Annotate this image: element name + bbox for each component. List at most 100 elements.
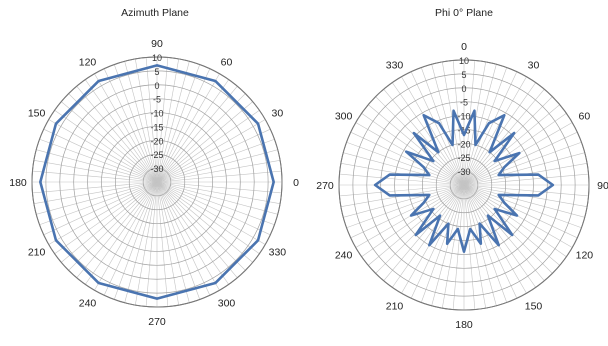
azimuth-spoke bbox=[156, 73, 220, 183]
azimuth-radial-tick-label: -30 bbox=[150, 164, 163, 174]
phi0-ring bbox=[380, 101, 548, 269]
azimuth-spoke bbox=[145, 181, 158, 307]
phi0-spoke bbox=[383, 89, 465, 186]
azimuth-spoke bbox=[85, 181, 158, 285]
phi0-spoke bbox=[401, 76, 465, 186]
azimuth-radial-tick-label: 5 bbox=[154, 67, 159, 77]
phi0-spoke bbox=[463, 104, 560, 186]
azimuth-angle-label: 240 bbox=[79, 297, 97, 309]
phi0-spoke bbox=[361, 184, 465, 257]
azimuth-spoke bbox=[61, 101, 158, 183]
azimuth-angle-label: 120 bbox=[79, 57, 97, 69]
azimuth-spoke bbox=[156, 181, 275, 226]
phi0-spoke bbox=[355, 184, 465, 248]
phi0-spoke bbox=[441, 184, 465, 309]
azimuth-ring bbox=[59, 84, 255, 280]
azimuth-spoke bbox=[156, 181, 220, 291]
azimuth-spoke bbox=[36, 149, 158, 183]
phi0-spoke bbox=[463, 89, 545, 186]
phi0-spoke bbox=[343, 184, 465, 218]
phi0-spoke bbox=[463, 184, 582, 229]
azimuth-spoke bbox=[94, 181, 158, 291]
phi0-angle-label: 180 bbox=[455, 319, 473, 331]
azimuth-spoke bbox=[156, 138, 275, 183]
azimuth-spoke bbox=[68, 93, 158, 183]
phi0-radial-tick-label: -15 bbox=[457, 125, 470, 135]
azimuth-spoke bbox=[156, 181, 253, 263]
phi0-ring bbox=[366, 87, 562, 283]
phi0-spoke bbox=[431, 64, 465, 186]
azimuth-spoke bbox=[134, 181, 158, 306]
azimuth-spoke bbox=[156, 61, 190, 183]
phi0-angle-label: 210 bbox=[386, 300, 404, 312]
phi0-angle-label: 90 bbox=[597, 180, 608, 192]
azimuth-spoke bbox=[103, 68, 158, 183]
azimuth-spoke bbox=[156, 119, 266, 183]
phi0-ring bbox=[394, 115, 534, 255]
azimuth-radial-tick-label: -10 bbox=[150, 109, 163, 119]
azimuth-radial-tick-label: -25 bbox=[150, 150, 163, 160]
azimuth-spoke bbox=[156, 149, 278, 183]
azimuth-spoke bbox=[33, 181, 158, 205]
azimuth-radial-tick-label: 0 bbox=[154, 81, 159, 91]
azimuth-spoke bbox=[156, 181, 211, 296]
azimuth-angle-label: 270 bbox=[148, 316, 166, 328]
azimuth-spoke bbox=[76, 181, 158, 278]
phi0-spoke bbox=[346, 141, 465, 186]
phi0-spoke bbox=[463, 184, 573, 248]
phi0-spoke bbox=[410, 184, 465, 299]
azimuth-spoke bbox=[39, 181, 158, 226]
phi0-ring bbox=[435, 156, 493, 214]
phi-0-plane-title: Phi 0° Plane bbox=[435, 7, 493, 19]
azimuth-spoke bbox=[43, 181, 158, 236]
phi0-spoke bbox=[420, 67, 465, 186]
phi0-spoke bbox=[463, 131, 578, 186]
azimuth-spoke bbox=[134, 58, 158, 183]
azimuth-angle-label: 210 bbox=[28, 247, 46, 259]
azimuth-spoke bbox=[43, 128, 158, 183]
azimuth-spoke bbox=[156, 181, 281, 205]
azimuth-spoke bbox=[48, 119, 158, 183]
phi0-angle-label: 240 bbox=[335, 250, 353, 262]
azimuth-spoke bbox=[156, 86, 238, 183]
azimuth-ring bbox=[73, 98, 241, 266]
azimuth-radial-tick-label: -5 bbox=[153, 95, 161, 105]
phi0-ring bbox=[449, 170, 479, 200]
phi0-spoke bbox=[383, 184, 465, 281]
azimuth-spoke bbox=[156, 93, 246, 183]
azimuth-radial-tick-label: -15 bbox=[150, 122, 163, 132]
azimuth-ring bbox=[114, 139, 200, 225]
azimuth-ring bbox=[45, 70, 269, 294]
phi0-radial-tick-label: -5 bbox=[460, 98, 468, 108]
azimuth-spoke bbox=[113, 64, 158, 183]
phi0-angle-label: 300 bbox=[335, 111, 353, 123]
azimuth-angle-label: 150 bbox=[28, 108, 46, 120]
phi0-spoke bbox=[463, 141, 582, 186]
azimuth-spoke bbox=[33, 159, 158, 183]
azimuth-spoke bbox=[85, 79, 158, 183]
phi-0-plane-chart: Phi 0° Plane 0 30 60 90 120 150 180 210 240 270 30… bbox=[316, 7, 608, 331]
azimuth-angle-label: 60 bbox=[221, 57, 233, 69]
phi0-spoke bbox=[463, 184, 545, 281]
phi0-spoke bbox=[339, 184, 465, 197]
azimuth-radial-tick-label: 10 bbox=[152, 53, 162, 63]
azimuth-outer-ring bbox=[31, 56, 283, 308]
phi0-spoke bbox=[463, 184, 508, 303]
phi0-spoke bbox=[463, 82, 536, 186]
azimuth-spoke bbox=[156, 181, 229, 285]
azimuth-plane-chart: Azimuth Plane 0 30 60 90 120 150 180 210 240 270 3… bbox=[9, 7, 299, 328]
phi0-radial-tick-label: -20 bbox=[457, 139, 470, 149]
azimuth-plane-title: Azimuth Plane bbox=[121, 7, 189, 19]
phi0-spoke bbox=[463, 184, 536, 288]
phi0-spoke bbox=[463, 184, 518, 299]
azimuth-radial-tick-label: -20 bbox=[150, 136, 163, 146]
azimuth-spoke bbox=[156, 181, 278, 215]
azimuth-angle-label: 330 bbox=[269, 247, 287, 259]
phi0-spoke bbox=[420, 184, 465, 303]
azimuth-angle-label: 0 bbox=[293, 177, 299, 189]
azimuth-ring bbox=[128, 153, 186, 211]
azimuth-spoke bbox=[48, 181, 158, 245]
phi0-spoke bbox=[463, 113, 567, 186]
